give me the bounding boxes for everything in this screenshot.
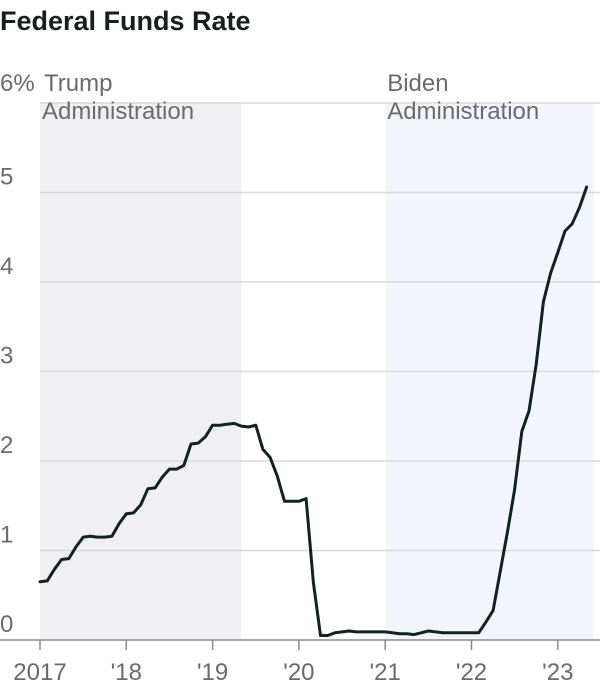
- y-tick-label: 0: [0, 611, 13, 638]
- x-tick-label: '19: [197, 659, 228, 686]
- y-gridlines: [40, 102, 600, 552]
- shaded-period-label-line1: Trump: [44, 70, 112, 97]
- x-tick-label: 2017: [13, 659, 66, 686]
- y-tick-label: 3: [0, 343, 13, 370]
- x-tick-label: '21: [370, 659, 401, 686]
- shaded-period-label-line1: Biden: [387, 70, 448, 97]
- shaded-period-label-line2: Administration: [387, 98, 539, 125]
- x-tick-label: '18: [111, 659, 142, 686]
- y-tick-label: 6%: [0, 70, 35, 97]
- x-axis-ticks: 2017 '18 '19 '20 '21 '22 '23: [13, 640, 573, 686]
- y-tick-label: 5: [0, 164, 13, 191]
- x-tick-label: '23: [542, 659, 573, 686]
- federal-funds-rate-line: [38, 185, 589, 637]
- y-tick-label: 2: [0, 432, 13, 459]
- x-tick-label: '22: [456, 659, 487, 686]
- shaded-period-label-line2: Administration: [42, 98, 194, 125]
- y-tick-label: 4: [0, 253, 13, 280]
- x-tick-label: '20: [283, 659, 314, 686]
- y-tick-label: 1: [0, 522, 13, 549]
- chart-title: Federal Funds Rate: [0, 6, 251, 36]
- y-axis-tick-labels: 0 1 2 3 4 5 6%: [0, 70, 35, 638]
